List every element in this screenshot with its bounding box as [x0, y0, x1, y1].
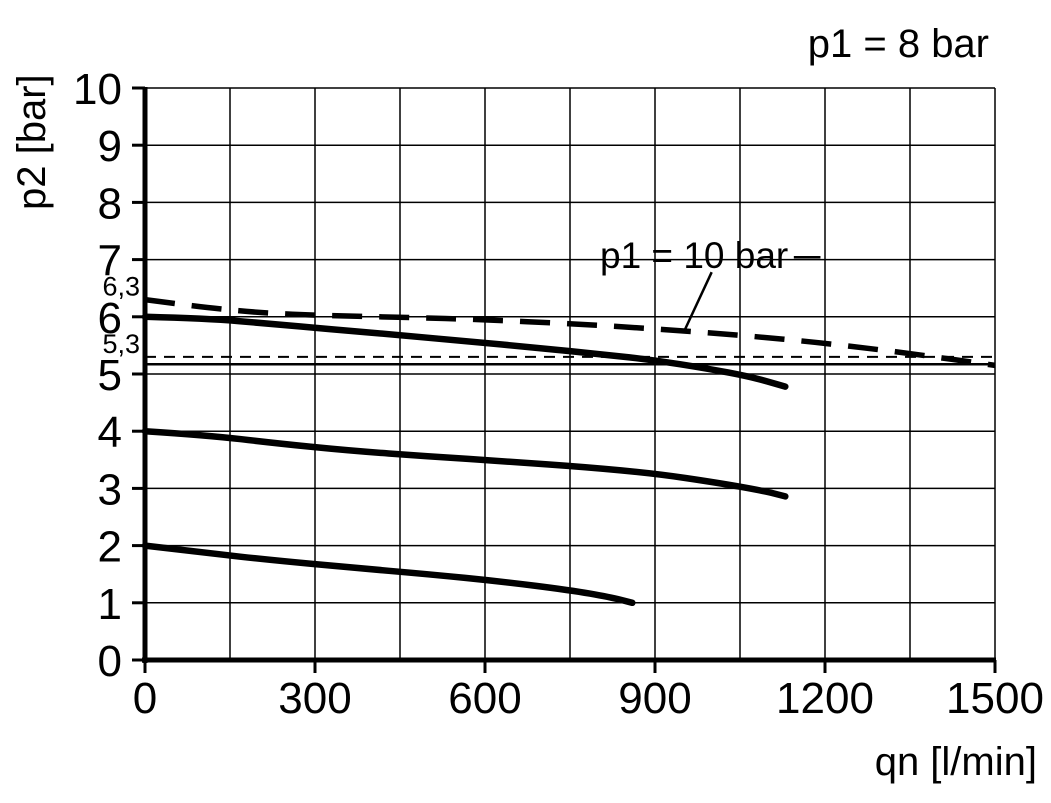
y-tick-label: 3 [98, 465, 122, 514]
y-tick-label: 6 [98, 294, 122, 343]
y-tick-label: 8 [98, 179, 122, 228]
extra-y-label: 5,3 [102, 329, 140, 359]
x-tick-label: 1200 [776, 674, 874, 723]
extra-y-label: 6,3 [102, 272, 140, 302]
x-tick-label: 900 [618, 674, 691, 723]
y-tick-label: 5 [98, 351, 122, 400]
y-axis-label: p2 [bar] [10, 74, 54, 210]
curve-p1-10bar-dashed [144, 296, 996, 369]
curve-solid [141, 313, 789, 390]
x-tick-label: 300 [278, 674, 351, 723]
annotation-leader-line [683, 271, 713, 330]
chart-title: p1 = 8 bar [807, 22, 989, 66]
y-tick-label: 2 [98, 523, 122, 572]
curve-solid [141, 427, 789, 500]
x-tick-label: 1500 [946, 674, 1044, 723]
annotation-p1-10bar: p1 = 10 bar [600, 235, 789, 276]
x-tick-label: 600 [448, 674, 521, 723]
y-tick-label: 0 [98, 637, 122, 686]
x-axis-label: qn [l/min] [874, 740, 1037, 784]
y-tick-label: 1 [98, 580, 122, 629]
x-tick-label: 0 [133, 674, 157, 723]
curve-solid [141, 542, 636, 607]
y-tick-label: 9 [98, 122, 122, 171]
y-tick-label: 7 [98, 237, 122, 286]
y-tick-label: 10 [73, 65, 122, 114]
y-tick-label: 4 [98, 408, 122, 457]
